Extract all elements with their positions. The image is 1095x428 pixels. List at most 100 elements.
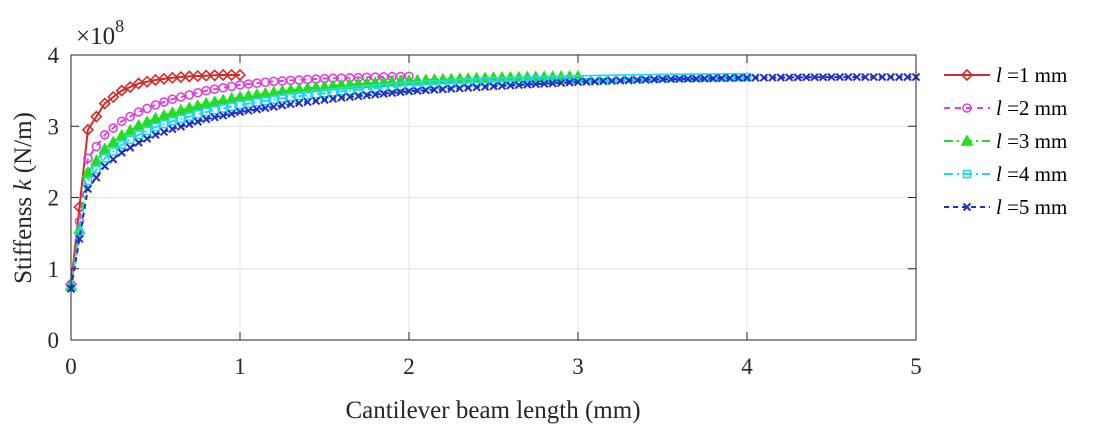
data-marker	[438, 79, 448, 89]
legend: l =1 mml =2 mml =3 mml =4 mml =5 mm	[944, 63, 1067, 219]
y-tick-label: 4	[48, 43, 60, 68]
data-marker	[877, 72, 887, 82]
data-marker	[318, 79, 331, 92]
legend-entry-1mm: l =1 mm	[944, 63, 1067, 87]
data-marker	[108, 123, 119, 133]
data-marker	[117, 148, 126, 157]
data-marker	[421, 80, 431, 90]
data-marker	[708, 74, 718, 83]
data-marker	[83, 176, 93, 186]
data-marker	[328, 94, 338, 104]
data-marker	[632, 75, 642, 85]
data-marker	[133, 107, 144, 117]
data-marker	[159, 127, 169, 137]
data-marker	[531, 80, 540, 89]
data-marker	[185, 119, 194, 129]
data-marker	[548, 79, 557, 88]
data-marker	[90, 110, 103, 123]
data-marker	[759, 73, 769, 82]
data-marker	[801, 73, 811, 82]
data-marker	[244, 99, 253, 108]
data-marker	[210, 105, 219, 115]
data-marker	[379, 83, 388, 93]
data-marker	[277, 94, 287, 103]
data-marker	[818, 72, 828, 82]
data-marker	[294, 98, 304, 108]
data-marker	[286, 99, 295, 109]
data-marker	[208, 69, 221, 82]
legend-label-rest: =1 mm	[1002, 63, 1068, 87]
legend-label: l =2 mm	[996, 96, 1067, 120]
data-marker	[751, 73, 760, 82]
data-marker	[125, 143, 135, 152]
data-marker	[556, 78, 566, 88]
legend-label-var: l	[996, 129, 1002, 153]
data-marker	[227, 109, 236, 118]
data-marker	[83, 184, 93, 194]
data-marker	[115, 84, 128, 97]
data-marker	[514, 80, 524, 90]
data-marker	[353, 85, 363, 95]
data-marker	[675, 74, 684, 84]
data-marker	[742, 72, 752, 82]
data-marker	[210, 113, 219, 122]
data-marker	[436, 72, 450, 85]
data-marker	[278, 101, 287, 110]
data-marker	[396, 82, 405, 91]
data-marker	[768, 73, 777, 82]
legend-label-var: l	[996, 195, 1002, 219]
data-marker	[632, 73, 642, 83]
data-marker	[960, 134, 974, 146]
data-marker	[100, 130, 110, 140]
data-marker	[742, 73, 752, 83]
data-marker	[472, 83, 481, 92]
legend-entry-2mm: l =2 mm	[944, 96, 1067, 120]
data-marker	[176, 122, 186, 131]
data-marker	[430, 80, 439, 89]
data-marker	[404, 81, 414, 90]
data-marker	[489, 77, 498, 86]
data-marker	[343, 77, 357, 90]
legend-label-rest: =2 mm	[1002, 96, 1068, 120]
data-marker	[472, 77, 481, 87]
data-marker	[649, 75, 659, 84]
data-marker	[167, 94, 178, 104]
data-marker	[599, 77, 608, 86]
data-marker	[235, 100, 245, 110]
data-marker	[404, 87, 414, 96]
data-marker	[362, 91, 371, 100]
data-marker	[134, 138, 143, 147]
data-marker	[852, 72, 862, 82]
data-marker	[124, 80, 137, 94]
data-marker	[328, 87, 338, 97]
data-marker	[98, 142, 112, 154]
data-marker	[590, 77, 600, 86]
data-marker	[658, 75, 667, 84]
data-marker	[844, 72, 853, 82]
data-marker	[117, 140, 126, 150]
legend-label-rest: =4 mm	[1002, 162, 1068, 186]
data-marker	[413, 80, 422, 90]
data-marker	[337, 93, 346, 102]
data-marker	[109, 155, 118, 164]
data-marker	[311, 96, 321, 106]
data-marker	[176, 92, 186, 102]
data-marker	[193, 110, 203, 119]
data-marker	[691, 73, 701, 82]
data-marker	[200, 69, 213, 82]
data-marker	[565, 78, 574, 87]
legend-label-rest: =3 mm	[1002, 129, 1068, 153]
data-marker	[962, 169, 972, 179]
data-marker	[700, 73, 710, 82]
data-marker	[83, 153, 93, 164]
y-exponent-base: ×10	[76, 23, 115, 50]
x-tick-label: 1	[234, 354, 246, 379]
data-marker	[785, 73, 794, 82]
data-marker	[176, 114, 186, 124]
data-marker	[387, 88, 397, 98]
data-marker	[776, 73, 786, 82]
data-marker	[666, 73, 676, 83]
data-marker	[351, 77, 365, 89]
data-marker	[335, 78, 348, 90]
data-marker	[683, 74, 693, 84]
